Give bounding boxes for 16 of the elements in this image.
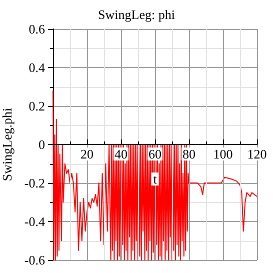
x-tick-label: 60 xyxy=(148,146,162,162)
y-tick-label: -0.4 xyxy=(24,214,46,229)
chart-title: SwingLeg: phi xyxy=(98,7,176,22)
x-tick-label: 40 xyxy=(114,146,128,162)
y-tick-label: 0.2 xyxy=(28,98,45,114)
x-tick-label: 20 xyxy=(80,146,94,162)
y-tick-label: -0.6 xyxy=(24,252,46,268)
x-tick-label: 120 xyxy=(247,146,267,162)
x-tick-label: 100 xyxy=(213,146,233,162)
y-tick-label: 0.4 xyxy=(28,60,46,75)
y-tick-label: 0.6 xyxy=(28,22,46,36)
x-tick-label: 80 xyxy=(182,146,196,162)
y-axis-title: SwingLeg.phi xyxy=(0,107,15,182)
y-tick-label: -0.2 xyxy=(24,176,45,190)
x-axis-title: t xyxy=(153,172,158,186)
y-tick-label: 0 xyxy=(38,137,45,152)
